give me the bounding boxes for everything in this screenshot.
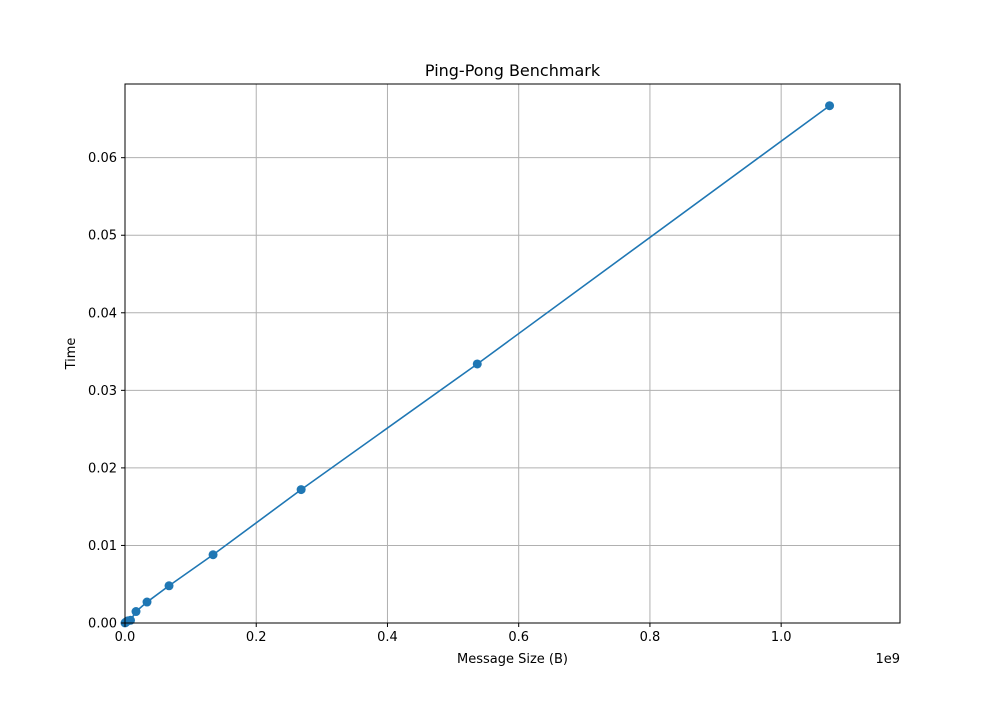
x-axis-label: Message Size (B) <box>457 652 568 667</box>
x-tick-label: 0.2 <box>246 630 267 645</box>
data-point <box>208 550 218 560</box>
plot-frame <box>124 83 901 624</box>
x-tick-label: 0.4 <box>377 630 398 645</box>
chart-title: Ping-Pong Benchmark <box>425 61 601 80</box>
y-tick-label: 0.05 <box>88 229 117 244</box>
axis-ticks: 0.0 0.2 0.4 0.6 0.8 1.0 0.00 0.01 0.02 0.03 0.04 0.… <box>88 151 791 645</box>
x-tick-label: 0.8 <box>640 630 661 645</box>
y-tick-label: 0.04 <box>88 306 117 321</box>
grid <box>124 84 900 624</box>
data-point <box>131 607 141 617</box>
data-point <box>164 581 174 591</box>
y-tick-label: 0.03 <box>88 384 117 399</box>
y-tick-label: 0.06 <box>88 151 117 166</box>
x-axis-offset-text: 1e9 <box>875 652 900 667</box>
y-axis-label: Time <box>64 338 79 371</box>
data-point <box>142 597 152 607</box>
y-tick-label: 0.02 <box>88 461 117 476</box>
x-tick-label: 0.0 <box>115 630 136 645</box>
data-point <box>825 101 835 111</box>
y-tick-label: 0.01 <box>88 539 117 554</box>
data-point <box>472 359 482 369</box>
y-tick-label: 0.00 <box>88 617 117 632</box>
data-point <box>296 485 306 495</box>
x-tick-label: 1.0 <box>771 630 792 645</box>
x-tick-label: 0.6 <box>508 630 529 645</box>
